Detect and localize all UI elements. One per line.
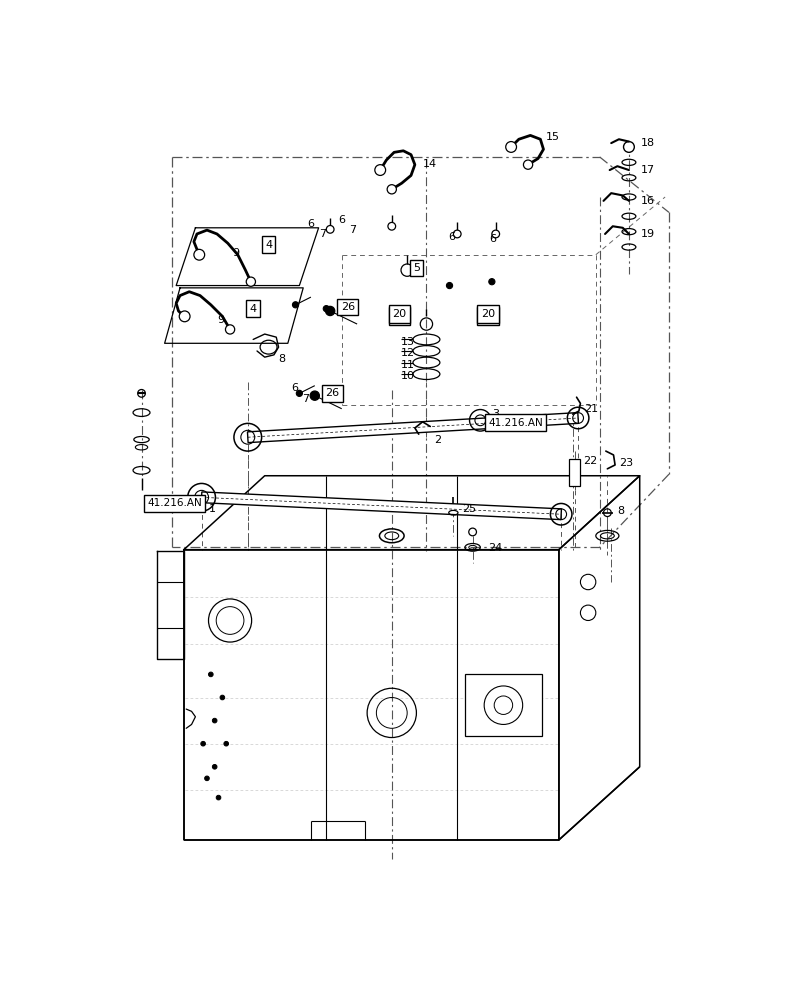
Text: 41.216.AN: 41.216.AN bbox=[147, 498, 202, 508]
Text: 23: 23 bbox=[619, 458, 633, 468]
Text: 5: 5 bbox=[413, 263, 420, 273]
Text: 4: 4 bbox=[265, 240, 272, 250]
Polygon shape bbox=[247, 413, 579, 443]
Text: 7: 7 bbox=[349, 225, 356, 235]
FancyBboxPatch shape bbox=[465, 674, 542, 736]
Text: 3: 3 bbox=[492, 409, 499, 419]
Circle shape bbox=[310, 391, 319, 400]
Circle shape bbox=[220, 695, 225, 700]
Text: 15: 15 bbox=[545, 132, 560, 142]
Text: 6: 6 bbox=[292, 383, 299, 393]
Circle shape bbox=[489, 279, 495, 285]
Text: 6: 6 bbox=[490, 234, 497, 244]
Circle shape bbox=[492, 230, 499, 238]
Circle shape bbox=[447, 282, 452, 289]
Bar bbox=[569, 459, 580, 486]
Text: 4: 4 bbox=[250, 304, 257, 314]
Text: 1: 1 bbox=[209, 504, 217, 514]
Text: 17: 17 bbox=[641, 165, 654, 175]
Text: 1: 1 bbox=[523, 421, 530, 431]
Text: 2: 2 bbox=[434, 435, 441, 445]
Circle shape bbox=[375, 165, 385, 175]
Text: 20: 20 bbox=[393, 311, 406, 321]
Circle shape bbox=[194, 249, 204, 260]
Text: 24: 24 bbox=[488, 543, 503, 553]
Text: 20: 20 bbox=[481, 311, 495, 321]
Text: 19: 19 bbox=[641, 229, 654, 239]
Circle shape bbox=[204, 776, 209, 781]
Text: 20: 20 bbox=[393, 309, 406, 319]
Circle shape bbox=[297, 390, 302, 396]
Circle shape bbox=[388, 222, 396, 230]
Circle shape bbox=[246, 277, 255, 286]
Circle shape bbox=[524, 160, 532, 169]
Circle shape bbox=[292, 302, 299, 308]
Text: 6: 6 bbox=[307, 219, 314, 229]
Circle shape bbox=[225, 325, 234, 334]
Polygon shape bbox=[201, 492, 562, 520]
Text: 7: 7 bbox=[318, 229, 326, 239]
Text: 8: 8 bbox=[617, 506, 625, 516]
Circle shape bbox=[326, 225, 334, 233]
Text: 13: 13 bbox=[401, 337, 415, 347]
Text: 12: 12 bbox=[401, 348, 415, 358]
Text: 6: 6 bbox=[448, 232, 455, 242]
Circle shape bbox=[179, 311, 190, 322]
Text: 9: 9 bbox=[217, 315, 224, 325]
Text: 41.216.AN: 41.216.AN bbox=[488, 418, 543, 428]
Text: 6: 6 bbox=[339, 215, 346, 225]
Circle shape bbox=[323, 306, 330, 312]
Circle shape bbox=[224, 741, 229, 746]
Circle shape bbox=[624, 142, 634, 152]
Text: 7: 7 bbox=[301, 394, 309, 404]
Text: 11: 11 bbox=[401, 360, 415, 370]
Circle shape bbox=[213, 764, 217, 769]
Text: 16: 16 bbox=[641, 196, 654, 206]
Text: 22: 22 bbox=[583, 456, 598, 466]
Text: 8: 8 bbox=[279, 354, 286, 364]
Text: 10: 10 bbox=[401, 371, 415, 381]
Text: 26: 26 bbox=[341, 302, 355, 312]
Text: 20: 20 bbox=[481, 309, 495, 319]
Text: 26: 26 bbox=[326, 388, 339, 398]
Text: 25: 25 bbox=[463, 504, 477, 514]
Text: 18: 18 bbox=[641, 138, 654, 148]
Text: 21: 21 bbox=[584, 404, 599, 414]
Circle shape bbox=[453, 230, 461, 238]
Circle shape bbox=[506, 142, 516, 152]
Text: 14: 14 bbox=[423, 159, 436, 169]
Circle shape bbox=[217, 795, 221, 800]
Circle shape bbox=[326, 306, 335, 316]
Text: 9: 9 bbox=[233, 248, 239, 258]
Circle shape bbox=[213, 718, 217, 723]
Circle shape bbox=[208, 672, 213, 677]
Circle shape bbox=[387, 185, 397, 194]
Circle shape bbox=[201, 741, 205, 746]
